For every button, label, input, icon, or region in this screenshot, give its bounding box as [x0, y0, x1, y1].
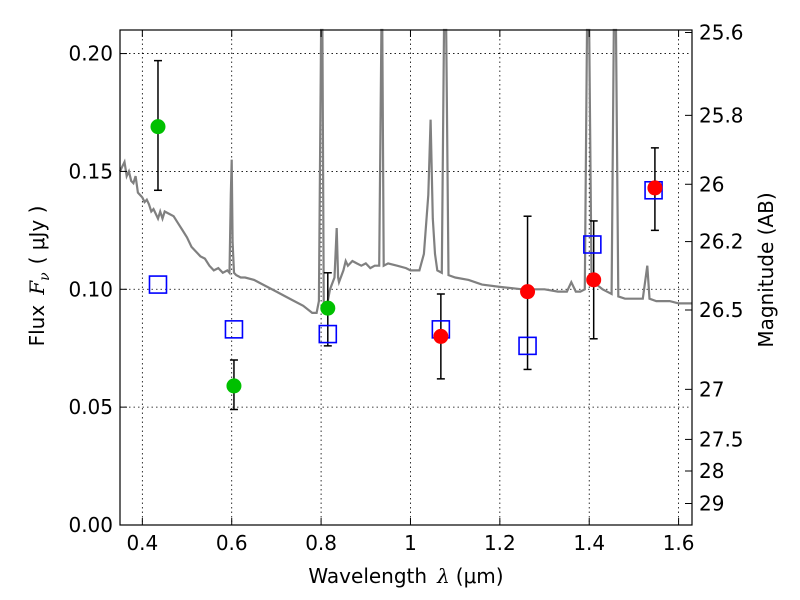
model-photometry-box: [148, 275, 168, 294]
y2-axis-label: Magnitude (AB): [754, 192, 778, 347]
green-data-point: [150, 119, 166, 135]
y-tick-label: 0.20: [68, 42, 113, 66]
y2-tick-label: 29: [699, 492, 724, 516]
model-spectrum: [119, 28, 692, 314]
model-photometry-box: [224, 320, 244, 339]
model-photometry-box: [318, 324, 338, 344]
green-data-point: [320, 300, 336, 316]
y-tick-label: 0.05: [68, 395, 113, 419]
x-tick-label: 1.6: [663, 531, 695, 555]
y2-tick-label: 28: [699, 459, 724, 483]
data-points: [148, 59, 663, 411]
model-spectrum-line: [119, 28, 692, 314]
x-tick-label: 0.4: [126, 531, 158, 555]
plot-frame: [119, 29, 693, 526]
x-tick-label: 0.6: [216, 531, 248, 555]
red-data-point: [586, 272, 602, 288]
y2-tick-label: 25.6: [699, 20, 744, 44]
model-photometry-box: [518, 336, 537, 356]
y2-tick-label: 26.5: [699, 298, 744, 322]
x-tick-label: 1: [404, 531, 417, 555]
y-tick-label: 0.10: [68, 277, 113, 301]
x-tick-label: 0.8: [305, 531, 337, 555]
y2-tick-label: 26: [699, 172, 724, 196]
y-tick-label: 0.15: [68, 159, 113, 183]
model-photometry-box: [583, 235, 602, 254]
green-data-point: [226, 378, 242, 394]
red-data-point: [520, 284, 536, 300]
y-axis-label: FluxFν( μJy ): [25, 206, 53, 347]
y2-tick-label: 27: [699, 377, 724, 401]
y-tick-label: 0.00: [68, 513, 113, 537]
x-axis-label: Wavelength λ (μm): [308, 564, 503, 588]
x-tick-label: 1.2: [484, 531, 516, 555]
grid-lines: [120, 30, 692, 526]
y2-tick-label: 26.2: [699, 230, 744, 254]
axes: 0.4 0.6 0.8 1 1.2 1.4 1.6 0.00 0.05 0.10 0.15 0.20 2…: [68, 20, 743, 555]
y2-tick-label: 27.5: [699, 427, 744, 451]
y2-tick-label: 25.8: [699, 103, 744, 127]
red-data-point: [647, 180, 663, 196]
red-data-point: [433, 328, 449, 344]
x-tick-label: 1.4: [573, 531, 605, 555]
